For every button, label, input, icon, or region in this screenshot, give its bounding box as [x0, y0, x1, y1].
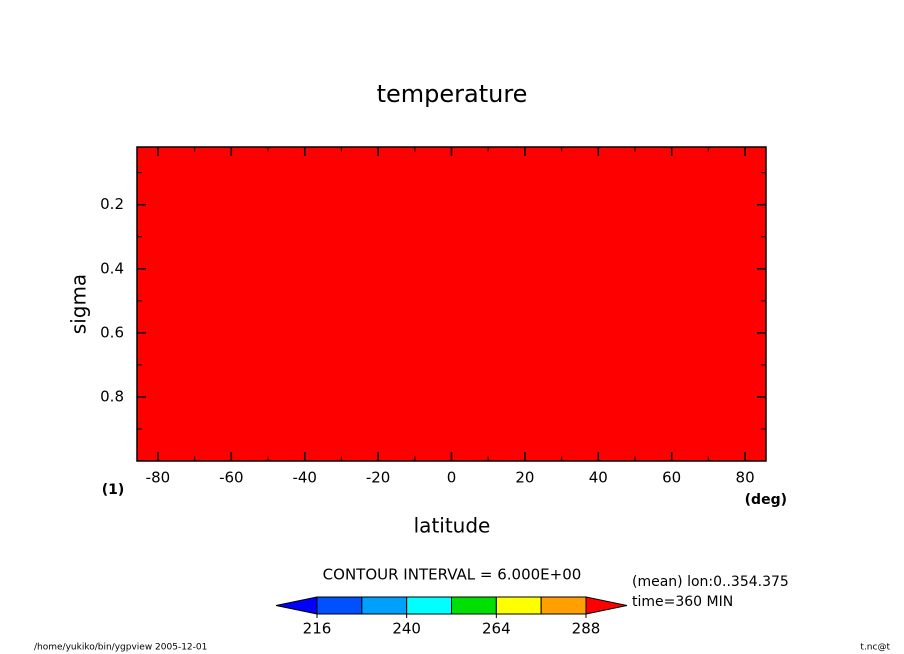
colorbar-tick-label: 240	[392, 620, 421, 638]
x-tick-label: 40	[589, 469, 608, 487]
footer: t.nc@t	[860, 643, 890, 653]
colorbar-box	[316, 596, 363, 615]
chart-title: temperature	[377, 80, 528, 108]
x-tick-label: -80	[146, 469, 171, 487]
contour-note: CONTOUR INTERVAL = 6.000E+00	[323, 566, 582, 584]
colorbar-tick-label: 216	[303, 620, 332, 638]
x-tick-label: -20	[366, 469, 391, 487]
colorbar-box	[495, 596, 542, 615]
colorbar-tick-label: 288	[572, 620, 601, 638]
y-tick-label: 0.2	[100, 195, 124, 213]
footer: /home/yukiko/bin/ygpview 2005-12-01	[34, 643, 207, 653]
colorbar-box	[540, 596, 587, 615]
x-axis-unit: (deg)	[745, 492, 787, 508]
colorbar-box	[361, 596, 408, 615]
colorbar-upper-triangle	[585, 596, 628, 615]
colorbar-box	[451, 596, 497, 615]
x-tick-label: -60	[219, 469, 244, 487]
x-tick-label: 60	[662, 469, 681, 487]
y-axis-unit: (1)	[102, 482, 125, 498]
contour-field	[137, 147, 766, 461]
annotation: (mean) lon:0..354.375	[632, 574, 789, 590]
x-axis-label: latitude	[414, 514, 491, 538]
y-axis-label: sigma	[67, 274, 91, 334]
x-tick-label: 20	[515, 469, 534, 487]
x-tick-label: 0	[447, 469, 457, 487]
x-tick-label: -40	[292, 469, 317, 487]
y-tick-label: 0.6	[100, 323, 124, 341]
colorbar-tick-label: 264	[482, 620, 511, 638]
y-tick-label: 0.4	[100, 259, 124, 277]
y-tick-label: 0.8	[100, 387, 124, 405]
x-tick-label: 80	[736, 469, 755, 487]
colorbar-box	[406, 596, 452, 615]
annotation: time=360 MIN	[632, 594, 733, 610]
